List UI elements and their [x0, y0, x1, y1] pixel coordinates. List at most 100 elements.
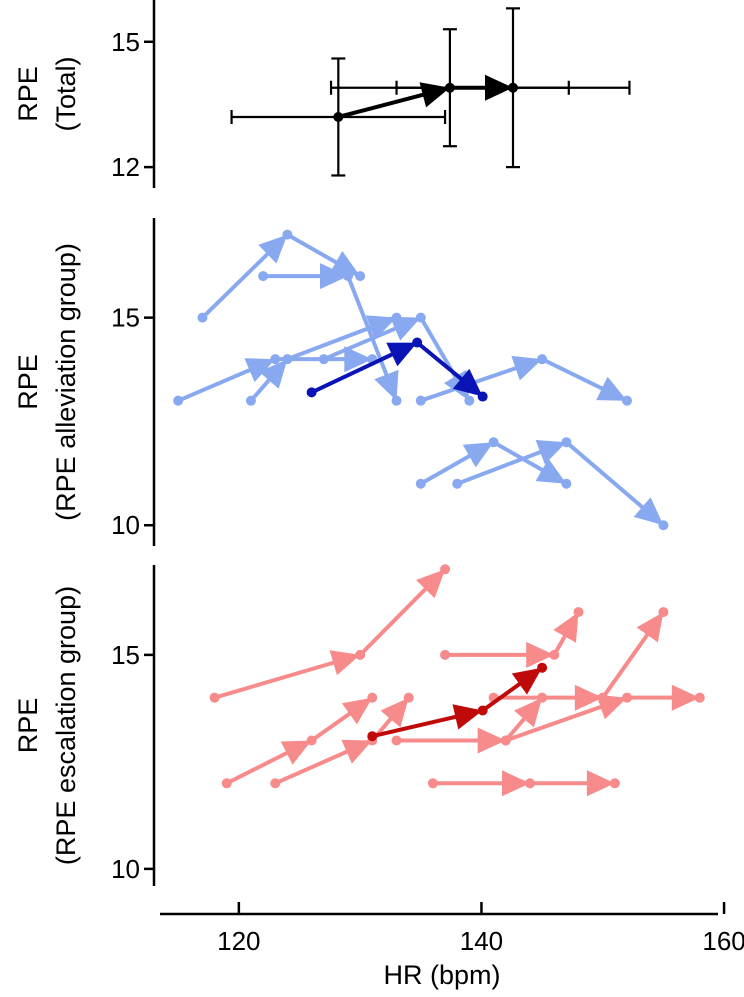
- series-arrowhead: [416, 569, 446, 599]
- series-arrowhead: [258, 234, 288, 264]
- data-point: [391, 395, 402, 406]
- data-point: [367, 692, 378, 703]
- data-point: [367, 731, 378, 742]
- series-arrowhead: [535, 458, 567, 484]
- series-arrowhead: [511, 355, 543, 381]
- series-arrowhead: [633, 497, 664, 526]
- y-axis-label: RPE: [13, 698, 43, 754]
- data-point: [444, 82, 455, 93]
- data-point: [477, 705, 488, 716]
- data-point: [258, 271, 269, 282]
- series-alleviation-7: [452, 437, 669, 531]
- data-point: [537, 354, 548, 365]
- series-alleviation-5: [415, 354, 633, 406]
- data-point: [694, 692, 705, 703]
- series-arrowhead: [380, 697, 409, 728]
- data-point: [549, 649, 560, 660]
- data-point: [658, 607, 669, 618]
- data-point: [452, 478, 463, 489]
- series-arrowhead: [419, 82, 450, 108]
- data-point: [282, 354, 293, 365]
- data-point: [477, 391, 488, 402]
- series-arrowhead: [671, 684, 700, 711]
- data-point: [173, 395, 184, 406]
- series-arrowhead: [244, 358, 276, 383]
- data-point: [245, 395, 256, 406]
- y-axis-label: (RPE alleviation group): [51, 243, 81, 521]
- series-arrowhead: [526, 641, 555, 668]
- series-alleviation-0: [197, 229, 366, 323]
- data-point: [464, 395, 475, 406]
- series-total-0: [230, 7, 631, 177]
- series-arrowhead: [386, 342, 418, 367]
- x-axis: HR (bpm) 120 140 160: [160, 902, 744, 990]
- y-tick-label: 15: [111, 27, 140, 57]
- data-point: [270, 778, 281, 789]
- panel-total: 12 15 RPE (Total): [13, 0, 631, 188]
- data-point: [440, 649, 451, 660]
- chart-panels: 12 15 RPE (Total) 10 15 RPE (RPE alleviation gr…: [13, 0, 705, 886]
- series-arrowhead: [320, 263, 348, 290]
- data-point: [500, 735, 511, 746]
- series-arrowhead: [477, 727, 506, 754]
- data-point: [573, 607, 584, 618]
- data-point: [355, 649, 366, 660]
- y-axis-label: RPE: [13, 66, 43, 122]
- data-point: [403, 692, 414, 703]
- series-arrowhead: [553, 612, 579, 643]
- series-escalation-5: [488, 607, 669, 711]
- data-point: [440, 564, 451, 575]
- data-point: [306, 387, 317, 398]
- data-point: [415, 312, 426, 323]
- data-point: [333, 111, 344, 122]
- series-arrowhead: [259, 359, 288, 389]
- series-alleviation-3: [245, 312, 402, 406]
- data-point: [412, 337, 423, 348]
- data-point: [488, 437, 499, 448]
- series-arrowhead: [389, 316, 421, 341]
- series-arrowhead: [535, 440, 567, 465]
- y-axis-label: (Total): [51, 56, 81, 131]
- series-arrowhead: [329, 251, 361, 277]
- series-arrowhead: [485, 74, 513, 101]
- data-point: [427, 778, 438, 789]
- data-point: [270, 354, 281, 365]
- series-arrowhead: [462, 442, 494, 468]
- series-escalation-6: [427, 770, 620, 797]
- data-point: [622, 395, 633, 406]
- data-point: [306, 735, 317, 746]
- x-tick-label: 120: [217, 926, 260, 956]
- x-axis-label: HR (bpm): [383, 960, 500, 990]
- y-tick-label: 15: [111, 640, 140, 670]
- y-axis-label: RPE: [13, 354, 43, 410]
- series-arrowhead: [374, 369, 399, 401]
- y-tick-label: 12: [111, 152, 140, 182]
- data-point: [209, 692, 220, 703]
- series-arrowhead: [502, 770, 530, 797]
- series-alleviation-8: [306, 337, 488, 402]
- series-arrowhead: [596, 376, 627, 401]
- data-point: [561, 478, 572, 489]
- y-tick-label: 15: [111, 303, 140, 333]
- data-point: [415, 478, 426, 489]
- x-tick-label: 140: [460, 926, 503, 956]
- series-arrowhead: [511, 667, 543, 695]
- data-point: [391, 735, 402, 746]
- panel-alleviation: 10 15 RPE (RPE alleviation group): [13, 218, 669, 546]
- series-arrowhead: [341, 739, 373, 764]
- y-axis-label: (RPE escalation group): [51, 586, 81, 865]
- series-arrowhead: [341, 697, 373, 725]
- series-escalation-0: [209, 564, 451, 703]
- series-escalation-8: [367, 662, 548, 742]
- data-point: [355, 271, 366, 282]
- series-alleviation-6: [415, 437, 572, 489]
- series-arrowhead: [452, 368, 483, 397]
- data-point: [524, 778, 535, 789]
- series-escalation-7: [500, 684, 705, 746]
- x-tick-label: 160: [702, 926, 744, 956]
- data-point: [561, 437, 572, 448]
- data-point: [507, 82, 518, 93]
- series-arrowhead: [280, 740, 312, 765]
- data-point: [282, 229, 293, 240]
